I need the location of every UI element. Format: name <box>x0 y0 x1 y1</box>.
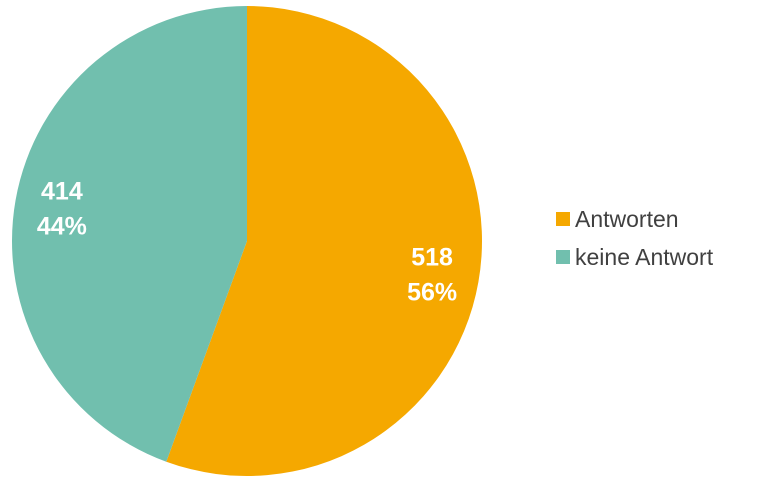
data-label-percent-antworten: 56% <box>407 278 457 306</box>
data-label-percent-keine-antwort: 44% <box>37 213 87 241</box>
pie-data-labels: 518 56% 414 44% <box>37 178 457 307</box>
pie-slice-antworten <box>166 6 483 477</box>
chart-legend: Antworten keine Antwort <box>556 200 713 276</box>
legend-swatch-antworten <box>556 212 570 226</box>
legend-item-antworten: Antworten <box>556 200 713 238</box>
pie-slices <box>12 6 483 477</box>
data-label-value-antworten: 518 <box>411 243 453 271</box>
legend-label-keine-antwort: keine Antwort <box>575 243 714 270</box>
legend-swatch-keine-antwort <box>556 250 570 264</box>
legend-item-keine-antwort: keine Antwort <box>556 238 713 276</box>
legend-label-antworten: Antworten <box>575 205 679 232</box>
pie-slice-keine-antwort <box>12 6 248 462</box>
data-label-value-keine-antwort: 414 <box>41 178 83 206</box>
